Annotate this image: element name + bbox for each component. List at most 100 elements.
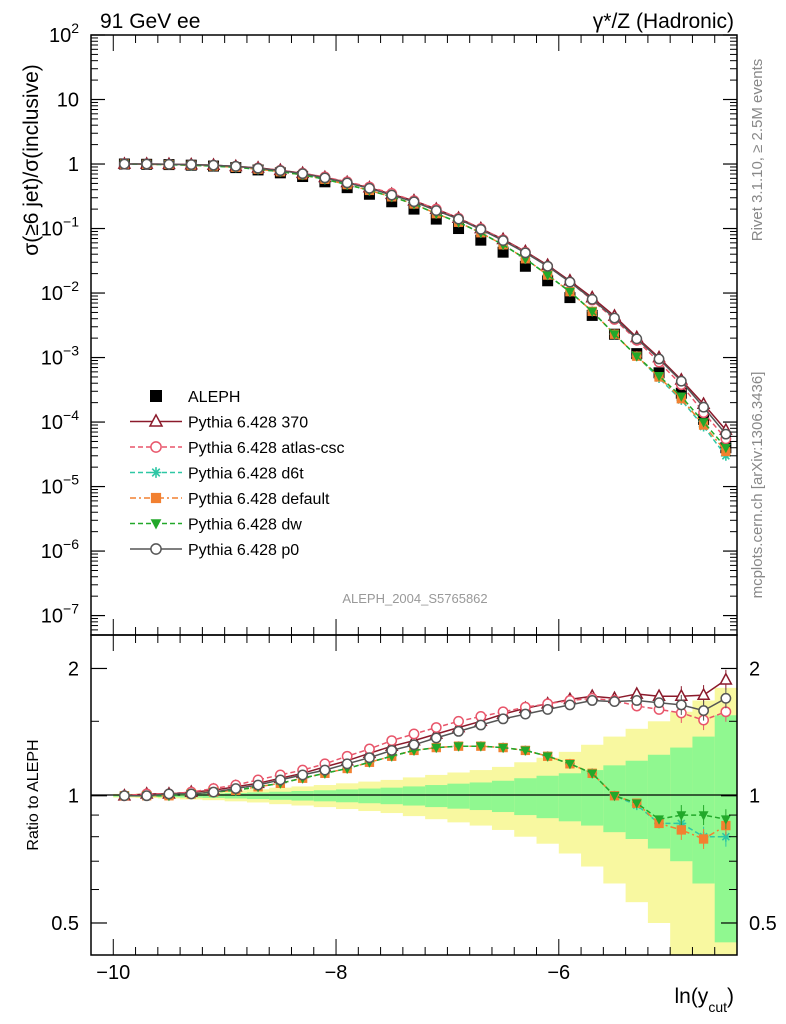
legend-entry-atlas: Pythia 6.428 atlas-csc: [130, 440, 345, 457]
dw-ratio-point: [453, 742, 464, 752]
analysis-id-label: ALEPH_2004_S5765862: [342, 591, 487, 606]
p0-ratio-point: [341, 758, 353, 770]
p0-point: [586, 293, 598, 305]
uncertainty-bands: [113, 687, 738, 955]
main-y-tick-label: 10−1: [41, 214, 79, 241]
atlas-ratio-line: [124, 697, 727, 797]
data-point: [497, 246, 509, 258]
p0-point: [386, 189, 398, 201]
p0-ratio-point: [720, 692, 732, 704]
p0-point: [252, 162, 264, 174]
legend-entry-dw: Pythia 6.428 dw: [130, 517, 302, 534]
inner-band-bin: [447, 783, 471, 809]
dw-ratio-point: [720, 815, 731, 825]
series-default: [119, 159, 731, 457]
x-tick-label: −8: [325, 962, 348, 984]
p0-ratio-point: [252, 779, 264, 791]
p0-ratio-point: [497, 713, 509, 725]
header-left-label: 91 GeV ee: [100, 10, 200, 33]
main-y-axis-label: σ(≥6 jet)/σ(inclusive): [20, 64, 43, 255]
dw-ratio-point: [698, 811, 709, 821]
p0-ratio-point: [653, 697, 665, 709]
p0-point: [497, 235, 509, 247]
inner-band-bin: [491, 780, 515, 813]
p0-point: [519, 247, 531, 259]
dw-point: [564, 287, 575, 298]
p0-line: [124, 163, 727, 435]
p0-point: [297, 168, 309, 180]
legend-marker-d6t: [150, 467, 162, 478]
legend-label-p0: Pythia 6.428 p0: [188, 542, 299, 559]
mcplots-site-label: mcplots.cern.ch [arXiv:1306.3436]: [749, 372, 766, 599]
inner-band-bin: [380, 787, 404, 805]
data-point: [475, 234, 487, 246]
dw-point: [720, 443, 731, 454]
inner-band-bin: [514, 778, 538, 816]
legend-entry-p0: Pythia 6.428 p0: [130, 542, 299, 559]
inner-band-bin: [269, 791, 292, 800]
legend-marker-p0: [150, 543, 162, 555]
legend-entry-p370: Pythia 6.428 370: [130, 413, 308, 432]
atlas-ratio-point: [408, 728, 420, 740]
p0-point: [319, 172, 331, 184]
p0-ratio-point: [430, 732, 442, 744]
p0-point: [542, 260, 554, 272]
inner-band-bin: [291, 791, 315, 801]
p0-point: [653, 353, 665, 365]
p0-ratio-point: [564, 699, 576, 711]
p0-point: [698, 401, 710, 413]
data-point: [453, 223, 465, 235]
dw-ratio-point: [498, 743, 509, 754]
atlas-ratio-point: [453, 715, 464, 727]
inner-band-bin: [469, 782, 493, 811]
inner-band-bin: [336, 789, 359, 803]
inner-band-bin: [425, 785, 448, 808]
p0-point: [364, 182, 375, 194]
ratio-y-tick-label-right: 1: [749, 786, 760, 808]
p0-ratio-point: [475, 719, 487, 731]
p0-point: [609, 312, 620, 324]
p0-ratio-point: [609, 696, 620, 708]
main-y-tick-label: 1: [68, 154, 79, 176]
p0-point: [141, 158, 153, 170]
dw-point: [654, 372, 664, 382]
dw-ratio-line: [124, 745, 727, 820]
rivet-version-label: Rivet 3.1.10, ≥ 2.5M events: [749, 59, 766, 242]
default-ratio-point: [676, 825, 686, 835]
p0-point: [208, 159, 219, 171]
inner-band-bin: [670, 747, 693, 862]
ratio-y-axis-label: Ratio to ALEPH: [25, 739, 42, 850]
p0-point: [274, 165, 286, 177]
data-point: [519, 260, 531, 272]
ratio-y-tick-label-right: 0.5: [749, 913, 777, 935]
ratio-y-tick-label: 0.5: [51, 913, 79, 935]
legend-marker-default: [150, 492, 162, 504]
x-axis-label: ln(ycut): [674, 985, 734, 1015]
legend-label-default: Pythia 6.428 default: [188, 491, 330, 508]
dw-ratio-point: [654, 815, 664, 825]
p0-point: [720, 428, 732, 440]
dw-ratio-point: [431, 743, 442, 754]
main-plot-marks: [117, 156, 733, 461]
main-y-tick-label: 10−3: [41, 343, 79, 370]
p0-point: [675, 375, 687, 387]
default-ratio-point: [698, 834, 709, 844]
d6t-ratio-point: [720, 831, 731, 842]
inner-band-bin: [313, 790, 337, 802]
series-data: [118, 158, 732, 454]
p0-ratio-line: [124, 697, 727, 797]
main-y-tick-label: 10: [57, 90, 79, 112]
series-p0: [118, 158, 732, 440]
p370-ratio-line: [124, 679, 727, 797]
dw-ratio-point: [564, 759, 575, 770]
legend-marker-p370: [148, 413, 164, 427]
p0-point: [453, 213, 464, 225]
p0-ratio-point: [297, 769, 309, 781]
inner-band-bin: [358, 788, 382, 804]
legend-label-dw: Pythia 6.428 dw: [188, 517, 302, 534]
dw-line: [124, 163, 727, 449]
p0-point: [564, 276, 576, 288]
p0-point: [118, 158, 130, 170]
p0-ratio-point: [364, 752, 375, 764]
